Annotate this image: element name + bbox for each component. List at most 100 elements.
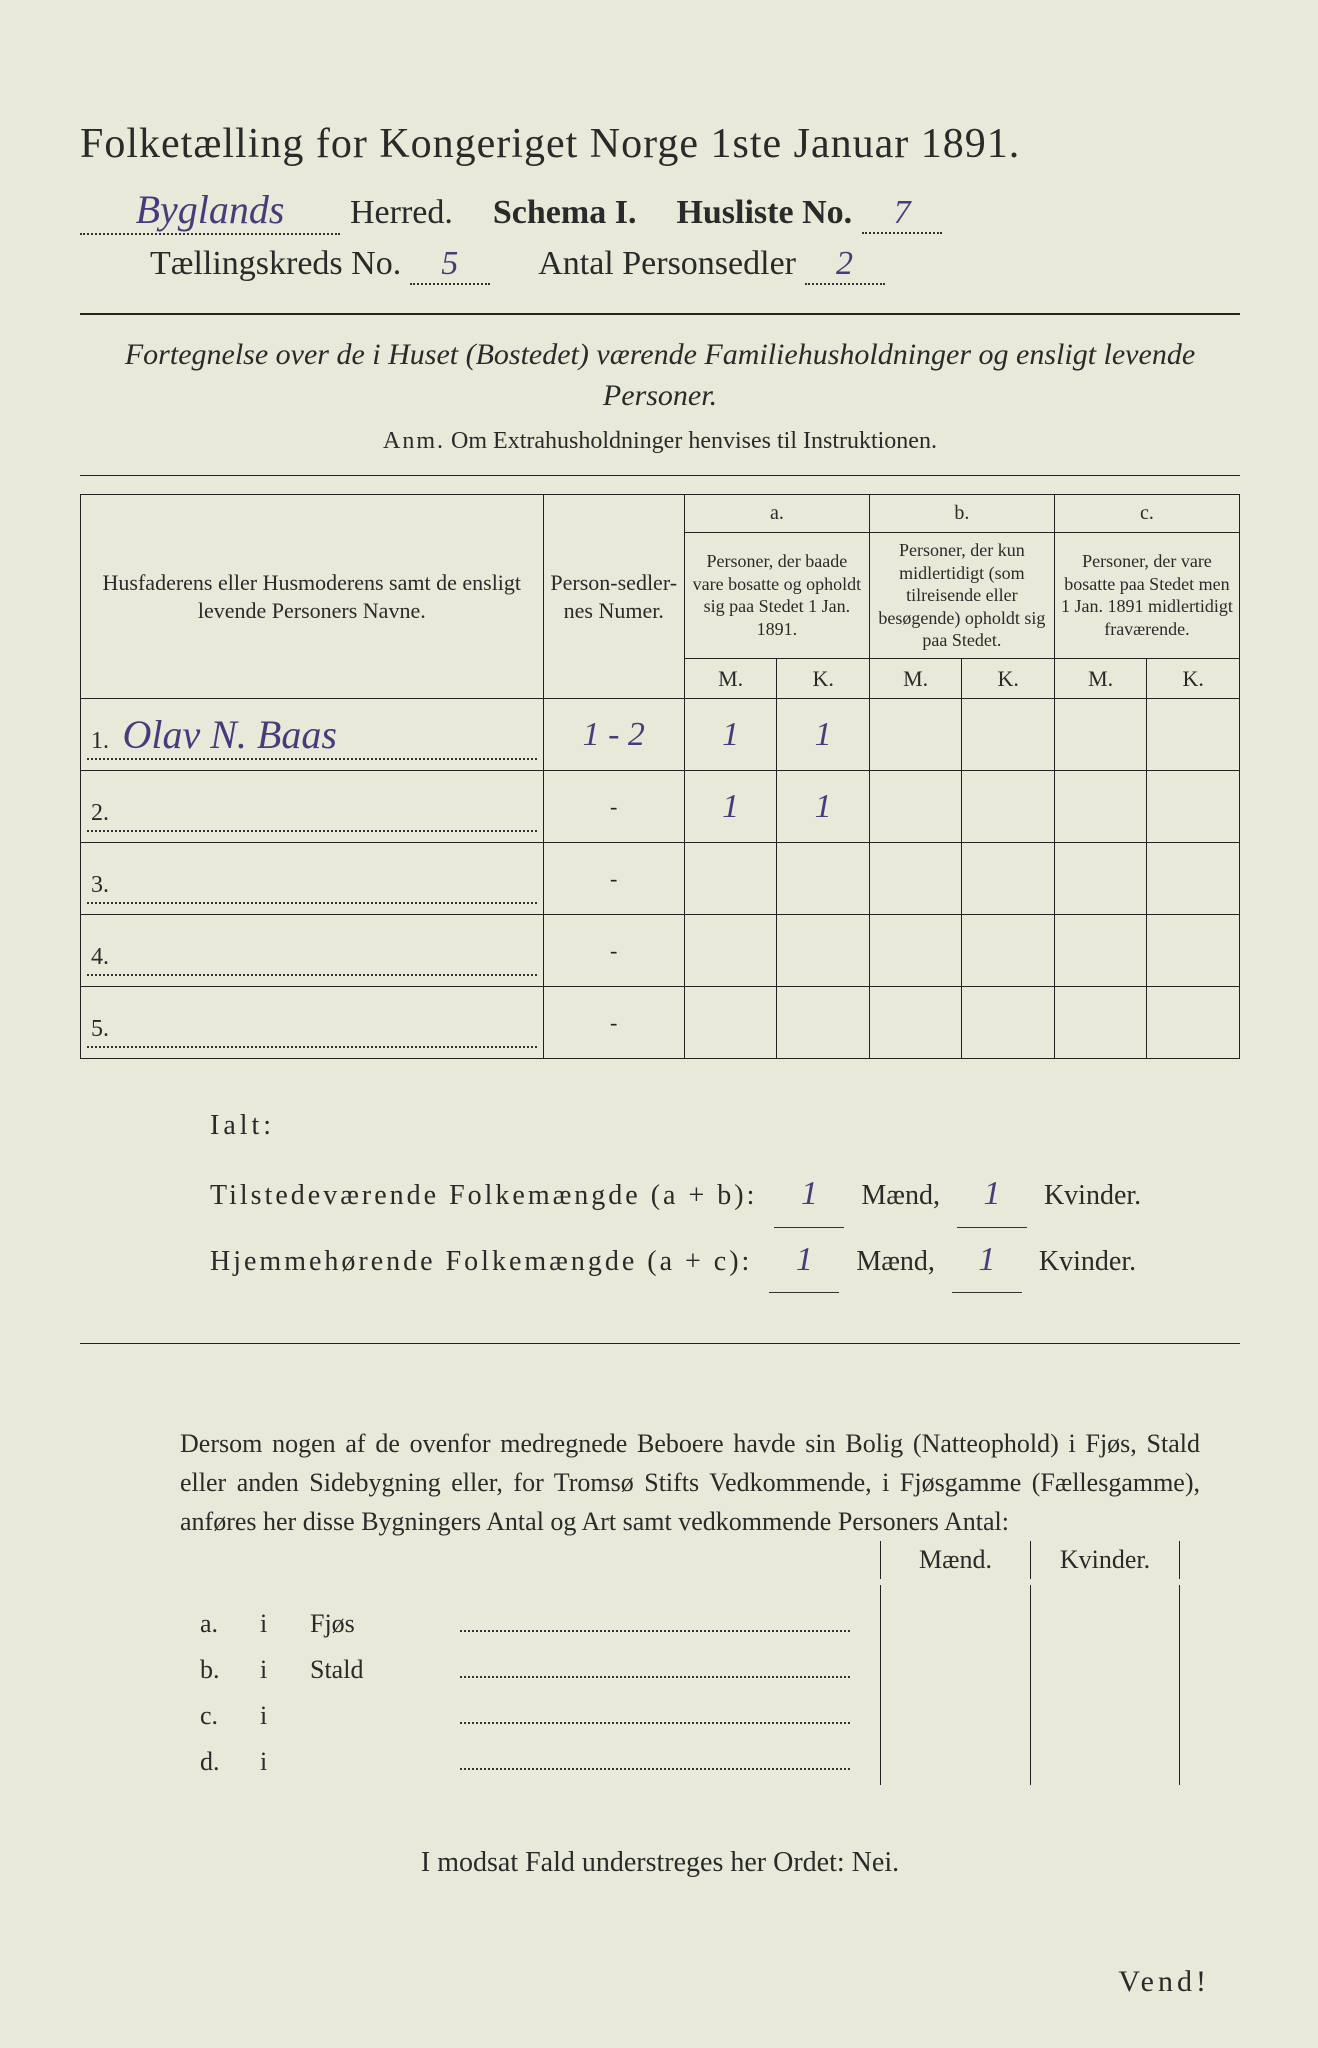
totals-maend-2: Mænd, [856,1246,935,1277]
cell-b-m [869,987,962,1059]
antal-label: Antal Personsedler [538,245,796,282]
census-form-page: Folketælling for Kongeriget Norge 1ste J… [80,120,1240,1879]
cell-a-m [684,843,777,915]
cell-c-m [1054,843,1147,915]
vend-label: Vend! [1118,1965,1210,1999]
page-title: Folketælling for Kongeriget Norge 1ste J… [80,120,1240,168]
cell-b-m [869,915,962,987]
herred-label: Herred. [350,194,453,232]
th-b-m: M. [869,658,962,699]
cell-a-k: 1 [777,771,870,843]
anm-note: Anm. Om Extrahusholdninger henvises til … [80,428,1240,455]
cell-a-m: 1 [684,771,777,843]
cell-name: 5. [81,987,544,1059]
totals-l2-k: 1 [952,1228,1022,1294]
mk-columns [880,1585,1180,1785]
rule-2 [80,475,1240,476]
th-group-a-text: Personer, der baade vare bosatte og opho… [684,533,869,659]
totals-block: Ialt: Tilstedeværende Folkemængde (a + b… [80,1099,1240,1293]
anm-text: Om Extrahusholdninger henvises til Instr… [451,428,937,454]
cell-b-m [869,843,962,915]
th-group-b-text: Personer, der kun midlertidigt (som tilr… [869,533,1054,659]
cell-number [543,915,684,987]
th-number: Person-sedler-nes Numer. [543,495,684,699]
cell-a-k [777,843,870,915]
totals-maend-1: Mænd, [861,1180,940,1211]
cell-c-m [1054,771,1147,843]
cell-a-k [777,987,870,1059]
cell-a-m: 1 [684,699,777,771]
rule-1 [80,313,1240,315]
outbuilding-paragraph: Dersom nogen af de ovenfor medregnede Be… [80,1424,1240,1541]
cell-number [543,843,684,915]
cell-a-m [684,987,777,1059]
totals-kvinder-2: Kvinder. [1039,1246,1136,1277]
header-row-1: Byglands Herred. Schema I. Husliste No. … [80,186,1240,235]
cell-c-k [1147,771,1240,843]
schema-label: Schema I. [493,194,637,232]
cell-b-k [962,915,1055,987]
totals-l2-m: 1 [769,1228,839,1294]
cell-a-k: 1 [777,699,870,771]
footer-line: I modsat Fald understreges her Ordet: Ne… [80,1847,1240,1879]
outbuilding-section: Mænd. Kvinder. a.iFjøsb.iStaldc.id.i [80,1541,1240,1777]
totals-line-2: Hjemmehørende Folkemængde (a + c): 1 Mæn… [210,1228,1240,1294]
cell-b-k [962,843,1055,915]
th-group-c-label: c. [1054,495,1239,533]
totals-l1-label: Tilstedeværende Folkemængde (a + b): [210,1180,757,1211]
table-row: 5. [81,987,1240,1059]
cell-number: 1 - 2 [543,699,684,771]
totals-kvinder-1: Kvinder. [1044,1180,1141,1211]
rule-3 [80,1343,1240,1344]
th-a-m: M. [684,658,777,699]
cell-b-k [962,987,1055,1059]
th-names: Husfaderens eller Husmoderens samt de en… [81,495,544,699]
cell-b-k [962,771,1055,843]
cell-c-k [1147,843,1240,915]
totals-l1-k: 1 [957,1162,1027,1228]
cell-a-k [777,915,870,987]
herred-value: Byglands [80,186,340,235]
table-row: 3. [81,843,1240,915]
cell-number [543,771,684,843]
cell-name: 2. [81,771,544,843]
cell-name: 3. [81,843,544,915]
mk-maend: Mænd. [880,1541,1030,1579]
husliste-value: 7 [862,194,942,234]
antal-value: 2 [805,245,885,285]
household-table: Husfaderens eller Husmoderens samt de en… [80,494,1240,1059]
mk-kvinder: Kvinder. [1030,1541,1180,1579]
table-body: 1. Olav N. Baas1 - 2112. 113. 4. 5. [81,699,1240,1059]
cell-a-m [684,915,777,987]
cell-c-k [1147,915,1240,987]
anm-prefix: Anm. [383,428,445,454]
cell-c-k [1147,699,1240,771]
th-group-a-label: a. [684,495,869,533]
header-row-2: Tællingskreds No. 5 Antal Personsedler 2 [80,245,1240,285]
cell-b-m [869,771,962,843]
totals-line-1: Tilstedeværende Folkemængde (a + b): 1 M… [210,1162,1240,1228]
kreds-label: Tællingskreds No. [150,245,401,282]
table-row: 1. Olav N. Baas1 - 211 [81,699,1240,771]
cell-name: 4. [81,915,544,987]
th-group-c-text: Personer, der vare bosatte paa Stedet me… [1054,533,1239,659]
cell-b-k [962,699,1055,771]
cell-c-k [1147,987,1240,1059]
totals-l1-m: 1 [774,1162,844,1228]
cell-number [543,987,684,1059]
th-c-k: K. [1147,658,1240,699]
cell-b-m [869,699,962,771]
ialt-label: Ialt: [210,1099,1240,1152]
th-c-m: M. [1054,658,1147,699]
cell-c-m [1054,987,1147,1059]
totals-l2-label: Hjemmehørende Folkemængde (a + c): [210,1246,752,1277]
table-row: 4. [81,915,1240,987]
cell-c-m [1054,915,1147,987]
cell-name: 1. Olav N. Baas [81,699,544,771]
mk-header: Mænd. Kvinder. [80,1541,1240,1579]
th-b-k: K. [962,658,1055,699]
kreds-value: 5 [410,245,490,285]
subtitle: Fortegnelse over de i Huset (Bostedet) v… [80,335,1240,416]
cell-c-m [1054,699,1147,771]
th-group-b-label: b. [869,495,1054,533]
